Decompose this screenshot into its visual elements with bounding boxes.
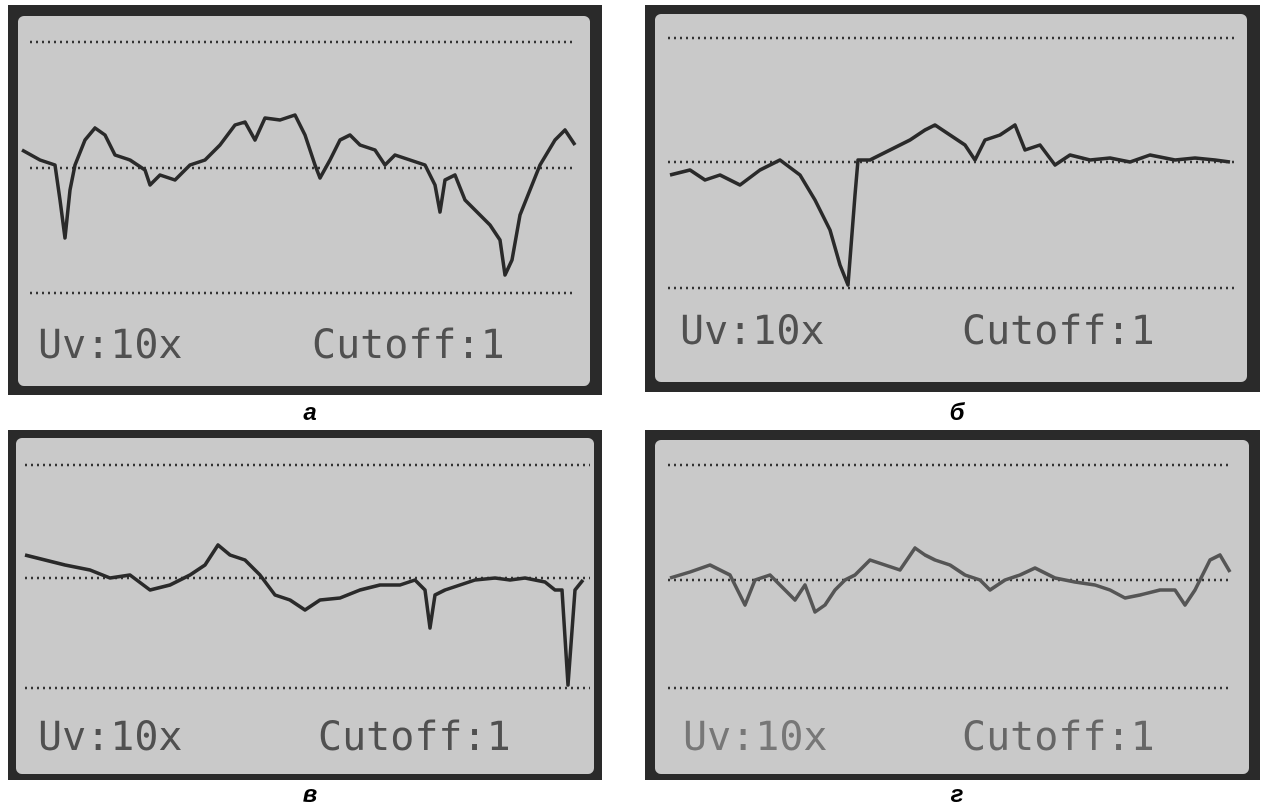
- gain-label: Uv:10x: [683, 714, 828, 760]
- cutoff-label: Cutoff:1: [312, 322, 505, 368]
- gain-label: Uv:10x: [38, 714, 183, 760]
- gain-label: Uv:10x: [38, 322, 183, 368]
- cutoff-label: Cutoff:1: [318, 714, 511, 760]
- waveform: [669, 123, 1231, 287]
- cutoff-label: Cutoff:1: [962, 308, 1155, 354]
- caption: в: [303, 781, 318, 808]
- screen: [18, 16, 590, 386]
- panel: Uv:10x Cutoff:1 в: [8, 430, 602, 808]
- screen: [655, 440, 1249, 774]
- panel: Uv:10x Cutoff:1 б: [645, 5, 1260, 426]
- waveform: [24, 543, 585, 687]
- screen: [16, 438, 594, 774]
- cutoff-label: Cutoff:1: [962, 714, 1155, 760]
- waveform: [669, 546, 1232, 614]
- panel: Uv:10x Cutoff:1 г: [645, 430, 1260, 808]
- caption: г: [951, 781, 964, 808]
- panel: Uv:10x Cutoff:1 а: [8, 5, 602, 426]
- caption: а: [303, 399, 316, 426]
- waveform: [21, 113, 577, 277]
- gain-label: Uv:10x: [680, 308, 825, 354]
- caption: б: [950, 399, 966, 426]
- screen: [655, 14, 1247, 382]
